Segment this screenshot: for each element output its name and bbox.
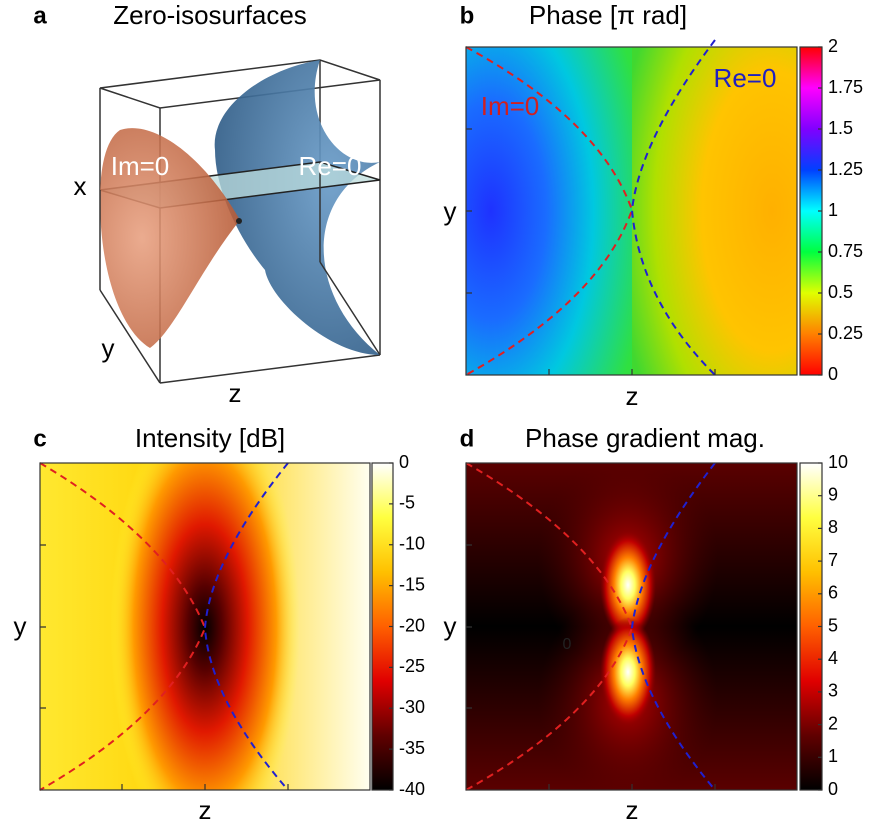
colorbar-tick-label: 5 — [828, 615, 838, 635]
intensity-map — [40, 463, 370, 790]
panel-label: b — [460, 2, 475, 29]
colorbar-tick-label: 8 — [828, 517, 838, 537]
annotation: Im=0 — [481, 91, 540, 121]
colorbar-tick-label: 4 — [828, 648, 838, 668]
panel-label: c — [33, 425, 46, 452]
colorbar-tick-label: -25 — [399, 656, 425, 676]
colorbar-tick-label: -40 — [399, 779, 425, 799]
isosurface-drawing — [99, 59, 381, 384]
colorbar-tick-label: 7 — [828, 550, 838, 570]
colorbar-tick-label: 3 — [828, 681, 838, 701]
colorbar-tick-label: -30 — [399, 697, 425, 717]
colorbar-tick-label: 6 — [828, 583, 838, 603]
annotation: Im=0 — [111, 151, 170, 181]
x-axis-label: z — [626, 795, 639, 825]
x-axis-label: z — [229, 378, 242, 408]
panel-title: Intensity [dB] — [135, 423, 285, 453]
panel-title: Zero-isosurfaces — [113, 0, 307, 30]
colorbar-tick-label: -5 — [399, 493, 415, 513]
colorbar-tick-label: 2 — [828, 36, 838, 56]
colorbar-tick-label: 0 — [828, 364, 838, 384]
colorbar-tick-label: 0 — [399, 452, 409, 472]
x-axis-label: z — [626, 381, 639, 411]
annotation: Re=0 — [299, 151, 362, 181]
frames — [39, 46, 798, 791]
colorbar-tick-label: -15 — [399, 574, 425, 594]
panel-title: Phase [π rad] — [529, 0, 687, 30]
colorbar-tick-label: 1 — [828, 746, 838, 766]
annotation: 0 — [563, 636, 572, 653]
colorbar-tick-label: 0.5 — [828, 282, 853, 302]
y-axis-label: y — [102, 333, 115, 363]
panel-title: Phase gradient mag. — [525, 423, 765, 453]
z-axis-label: x — [74, 171, 87, 201]
colorbar-tick-label: -20 — [399, 615, 425, 635]
panel-label: d — [460, 425, 475, 452]
colorbar-tick-label: -35 — [399, 738, 425, 758]
colorbar-tick-label: 1.5 — [828, 118, 853, 138]
annotation: Re=0 — [714, 63, 777, 93]
gradient-map — [466, 463, 797, 790]
y-axis-label: y — [14, 611, 27, 641]
colorbar-tick-label: 9 — [828, 484, 838, 504]
colorbar-tick-label: 1.25 — [828, 159, 863, 179]
colorbar-tick-label: 2 — [828, 713, 838, 733]
y-axis-label: y — [444, 611, 457, 641]
colorbar-tick-label: 1.75 — [828, 77, 863, 97]
colorbar-tick-label: 10 — [828, 452, 848, 472]
colorbar-tick-label: 0.75 — [828, 241, 863, 261]
colorbar-tick-label: 0.25 — [828, 323, 863, 343]
zero-curves — [39, 39, 716, 791]
colorbar-tick-label: 0 — [828, 779, 838, 799]
colorbar-tick-label: -10 — [399, 534, 425, 554]
x-axis-label: z — [199, 795, 212, 825]
panel-label: a — [33, 2, 47, 29]
colorbar-tick-label: 1 — [828, 200, 838, 220]
y-axis-label: y — [444, 196, 457, 226]
